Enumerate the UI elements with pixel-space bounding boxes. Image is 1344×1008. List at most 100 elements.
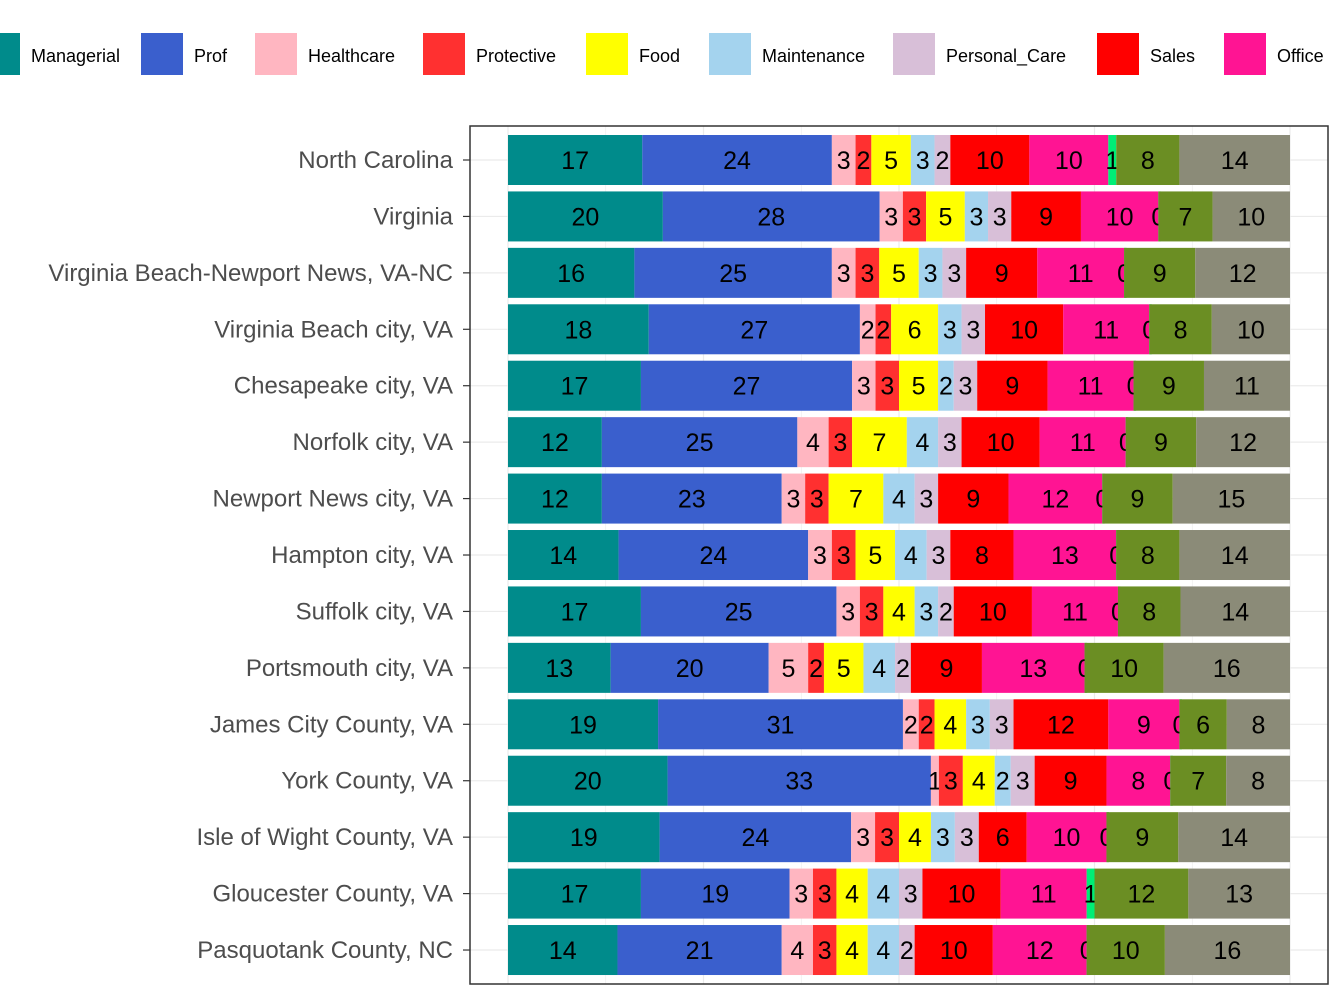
bar-segment [988, 191, 1012, 242]
bar-row: 13205254291301016 [508, 642, 1290, 693]
data-label: 4 [845, 937, 859, 965]
data-label: 16 [1213, 655, 1241, 683]
data-label: 14 [1220, 824, 1248, 852]
bar-segment [914, 925, 993, 976]
legend-key [1224, 33, 1266, 75]
data-label: 11 [1078, 373, 1104, 401]
bar-segment [1011, 191, 1081, 242]
bar-segment [508, 135, 643, 185]
bar-row: 2028335339100710 [508, 191, 1290, 242]
bar-segment [601, 473, 782, 524]
bar-segment [836, 586, 860, 637]
bar-segment [1037, 247, 1125, 298]
bar-segment [658, 699, 903, 750]
bar-segment [508, 925, 618, 976]
data-label: 5 [912, 373, 926, 401]
bar-segment [1125, 417, 1197, 468]
data-label: 10 [1010, 316, 1038, 344]
data-label: 9 [1005, 373, 1019, 401]
bar-segment [855, 135, 872, 185]
bar-segment [899, 868, 923, 919]
data-label: 3 [995, 711, 1009, 739]
data-label: 31 [767, 711, 795, 739]
bar-segment [966, 699, 990, 750]
bar-segment [781, 925, 813, 976]
data-label: 2 [904, 711, 918, 739]
bar-segment [926, 191, 965, 242]
data-label: 14 [549, 542, 577, 570]
bar-segment [1164, 925, 1290, 976]
data-label: 15 [1217, 486, 1245, 514]
data-label: 24 [741, 824, 769, 852]
bar-segment [1047, 360, 1134, 411]
bar-segment [966, 247, 1038, 298]
data-label: 17 [561, 881, 589, 909]
bar-segment [1158, 191, 1213, 242]
data-label: 12 [541, 486, 569, 514]
data-label: 17 [561, 147, 589, 175]
data-label: 3 [818, 881, 832, 909]
bar-segment [1116, 530, 1180, 581]
data-label: 24 [699, 542, 727, 570]
bar-segment [808, 530, 832, 581]
data-label: 2 [996, 768, 1010, 796]
data-label: 10 [1106, 203, 1134, 231]
bar-segment [1086, 925, 1165, 976]
bar-segment [1170, 755, 1227, 806]
y-tick-label: Virginia Beach city, VA [214, 316, 453, 343]
bar-segment [989, 699, 1014, 750]
y-tick-label: Hampton city, VA [271, 542, 453, 569]
data-label: 10 [1112, 937, 1140, 965]
legend-key [893, 33, 935, 75]
data-label: 8 [1131, 768, 1145, 796]
bar-segment [938, 586, 954, 637]
data-label: 14 [1221, 542, 1249, 570]
data-label: 13 [1019, 655, 1047, 683]
data-label: 25 [686, 429, 714, 457]
bar-segment [899, 812, 931, 863]
data-label: 2 [876, 316, 890, 344]
y-tick-label: York County, VA [281, 768, 453, 795]
bar-segment [1116, 135, 1180, 185]
bar-segment [883, 586, 915, 637]
data-label: 9 [995, 260, 1009, 288]
bar-segment [1211, 304, 1290, 355]
bar-segment [618, 530, 809, 581]
bar-segment [1178, 812, 1290, 863]
bar-segment [930, 812, 955, 863]
data-label: 4 [876, 881, 890, 909]
bar-segment [601, 417, 798, 468]
data-label: 3 [919, 486, 933, 514]
data-label: 3 [856, 824, 870, 852]
data-label: 9 [1039, 203, 1053, 231]
data-label: 4 [806, 429, 820, 457]
data-label: 3 [794, 881, 808, 909]
bar-segment [823, 642, 864, 693]
bar-segment [981, 642, 1085, 693]
data-label: 3 [837, 260, 851, 288]
bar-segment [508, 530, 619, 581]
bar-segment [1080, 191, 1159, 242]
data-label: 33 [785, 768, 813, 796]
data-label: 3 [966, 316, 980, 344]
data-label: 1 [928, 768, 942, 796]
data-label: 9 [1137, 711, 1151, 739]
bar-segment [899, 360, 939, 411]
bar-segment [859, 304, 876, 355]
bar-segment [1226, 755, 1290, 806]
data-label: 10 [979, 598, 1007, 626]
bar-segment [508, 473, 602, 524]
data-label: 11 [1093, 316, 1119, 344]
bar-segment [634, 247, 832, 298]
bar-segment [805, 473, 829, 524]
bar-segment [508, 642, 611, 693]
bar-row: 1727335239110911 [508, 360, 1290, 411]
bar-segment [1179, 699, 1227, 750]
bar-segment [964, 191, 989, 242]
legend-label: Maintenance [762, 46, 865, 66]
data-label: 21 [686, 937, 714, 965]
data-label: 12 [1229, 260, 1257, 288]
data-label: 3 [880, 373, 894, 401]
bar-row: 17 19 3 3 4 4 3 10 11 1 12 13 [508, 868, 1290, 919]
data-label: 27 [740, 316, 768, 344]
